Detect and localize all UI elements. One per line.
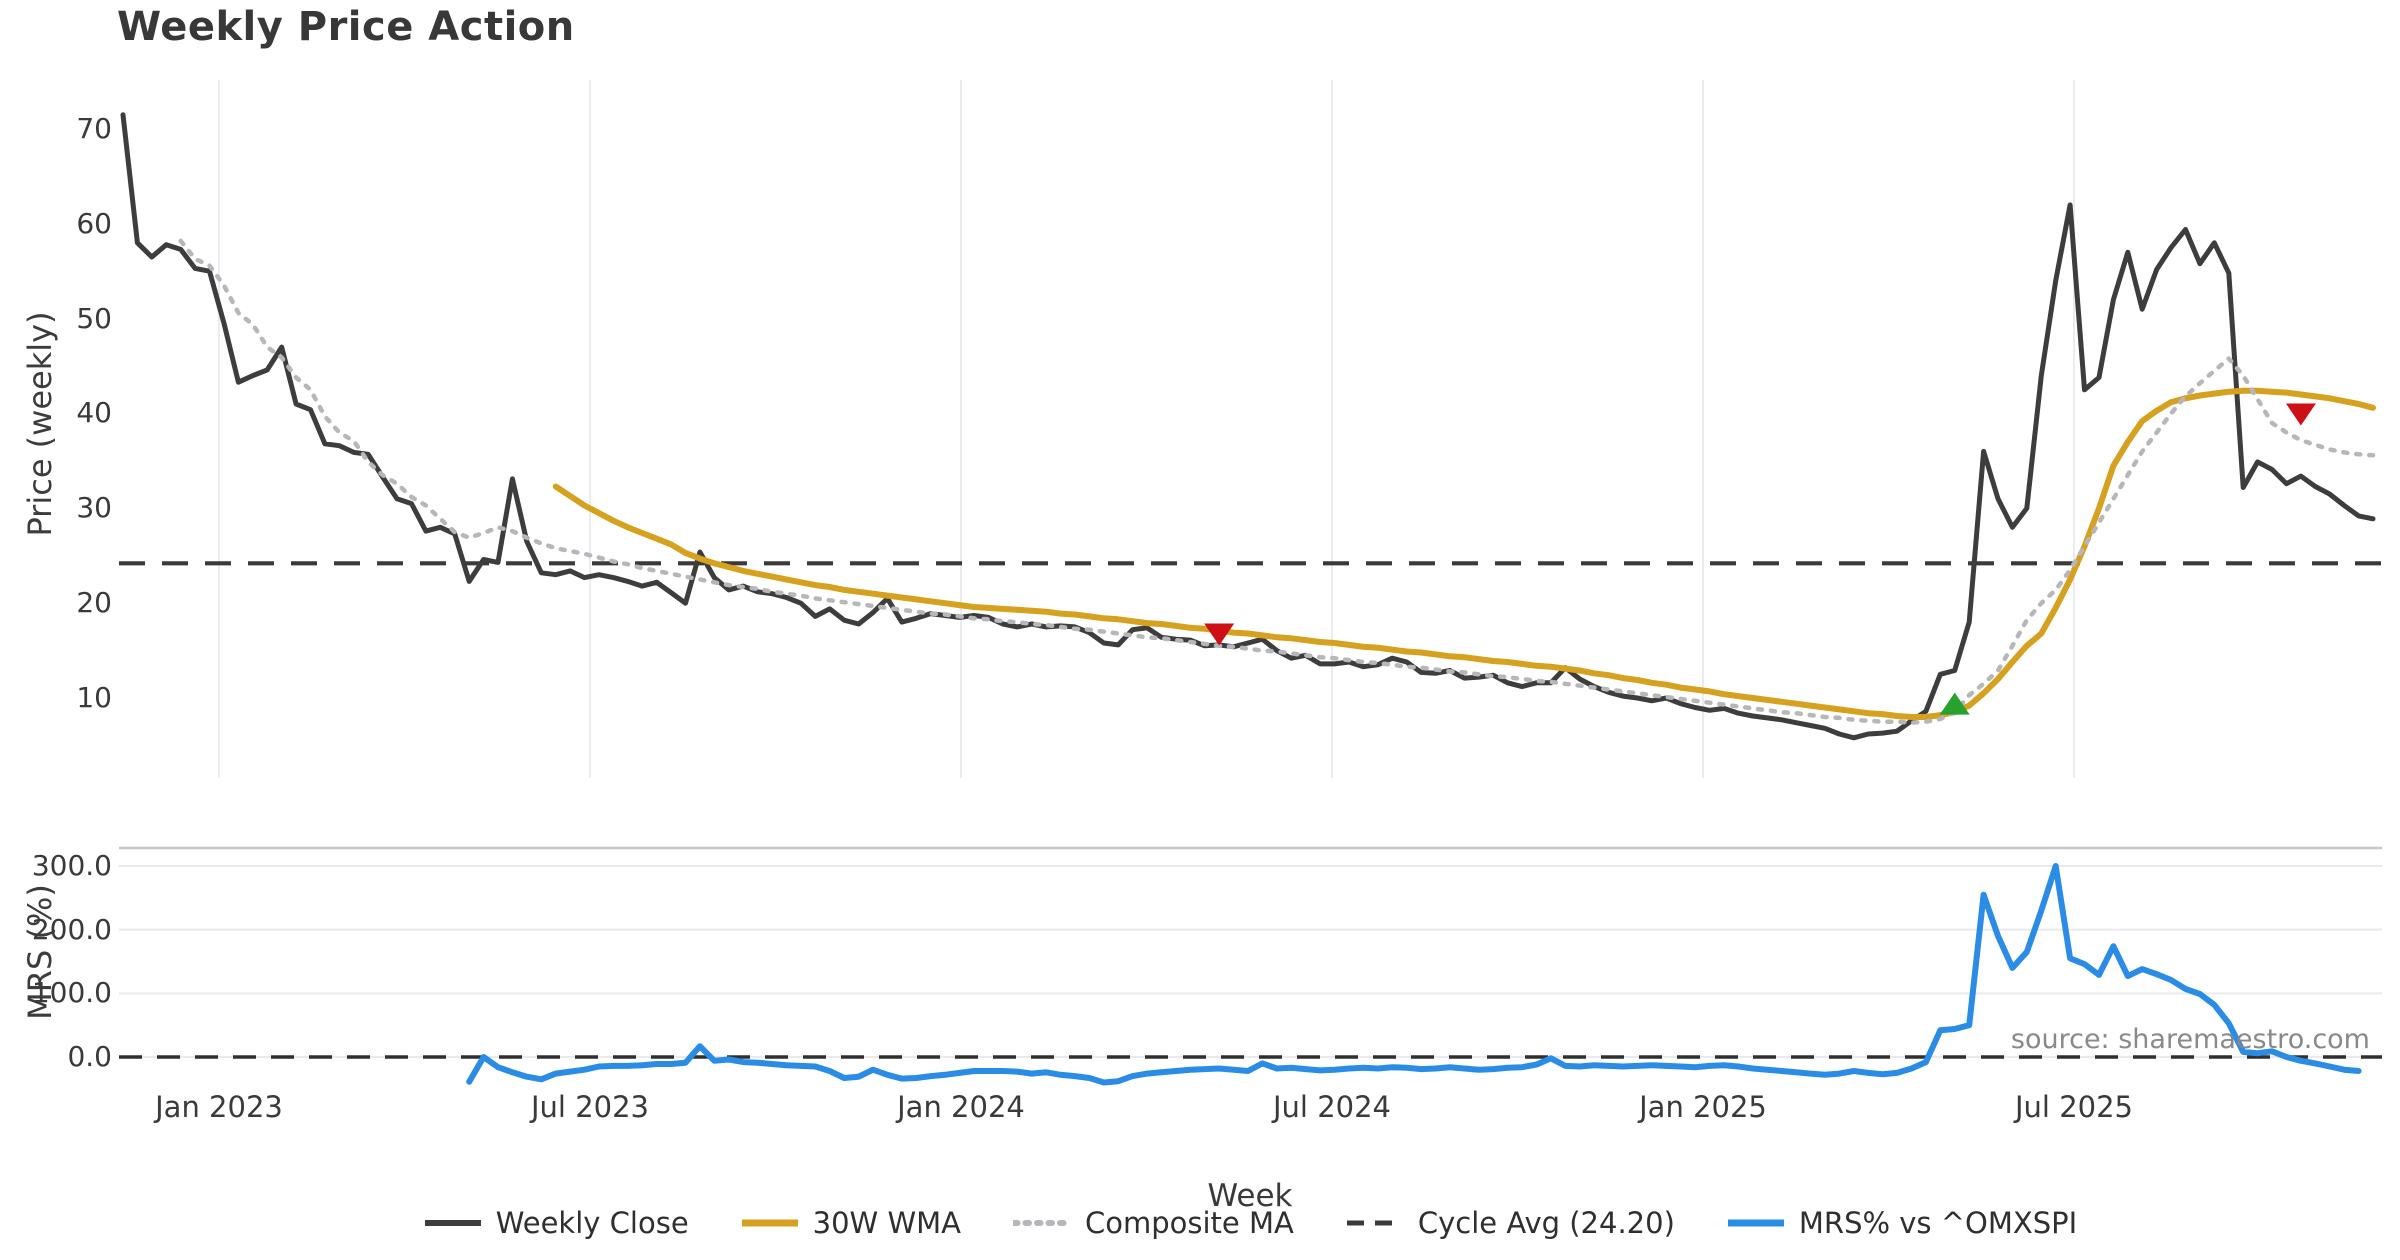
legend-swatch [1727,1219,1784,1227]
x-tick-label: Jan 2025 [1639,1090,1767,1124]
legend-item-cycle-avg-24-20-: Cycle Avg (24.20) [1346,1206,1675,1240]
legend-label: MRS% vs ^OMXSPI [1798,1206,2078,1240]
legend-swatch [1012,1220,1071,1226]
x-tick-label: Jul 2023 [530,1090,650,1124]
legend-label: Composite MA [1084,1206,1294,1240]
mrs-y-tick-label: 300.0 [31,849,112,882]
price-y-tick-label: 60 [76,206,112,240]
x-axis-label: Week [1207,1178,1293,1214]
price-y-tick-label: 40 [76,396,112,430]
mrs-y-tick-label: 100.0 [31,976,112,1010]
x-tick-label: Jan 2023 [155,1090,283,1124]
x-tick-label: Jul 2024 [1272,1090,1392,1124]
price-y-tick-label: 10 [76,680,112,714]
price-y-tick-label: 50 [76,301,112,335]
mrs-y-tick-label: 200.0 [31,912,112,946]
legend-item-30w-wma: 30W WMA [741,1206,961,1240]
series-30w-wma [552,387,2376,720]
legend-item-mrs-vs-omxspi: MRS% vs ^OMXSPI [1727,1206,2077,1240]
source-watermark: source: sharemaestro.com [2010,1024,2370,1055]
price-y-tick-label: 30 [76,491,112,525]
legend: Weekly Close 30W WMA Composite MA Cycle Avg… [119,1206,2382,1240]
series-composite-ma [178,238,2376,725]
price-y-tick-label: 20 [76,586,112,620]
sell-signal-2-marker [2285,403,2316,426]
legend-item-composite-ma: Composite MA [1012,1206,1294,1240]
legend-label: Cycle Avg (24.20) [1417,1206,1675,1240]
chart-title: Weekly Price Action [117,4,575,50]
mrs-y-tick-label: 0.0 [67,1040,112,1073]
buy-signal-marker [1939,692,1970,715]
legend-item-weekly-close: Weekly Close [424,1206,689,1240]
legend-swatch [424,1220,481,1226]
legend-label: Weekly Close [495,1206,689,1240]
legend-swatch [741,1219,798,1227]
legend-swatch [1346,1220,1403,1226]
x-tick-label: Jul 2025 [2014,1090,2134,1124]
price-y-tick-label: 70 [76,112,112,145]
series-weekly-close [120,112,2376,741]
sell-signal-1-marker [1204,623,1235,646]
x-tick-label: Jan 2024 [897,1090,1025,1124]
legend-label: 30W WMA [812,1206,961,1240]
series-mrs-vs-omxspi [466,863,2362,1086]
